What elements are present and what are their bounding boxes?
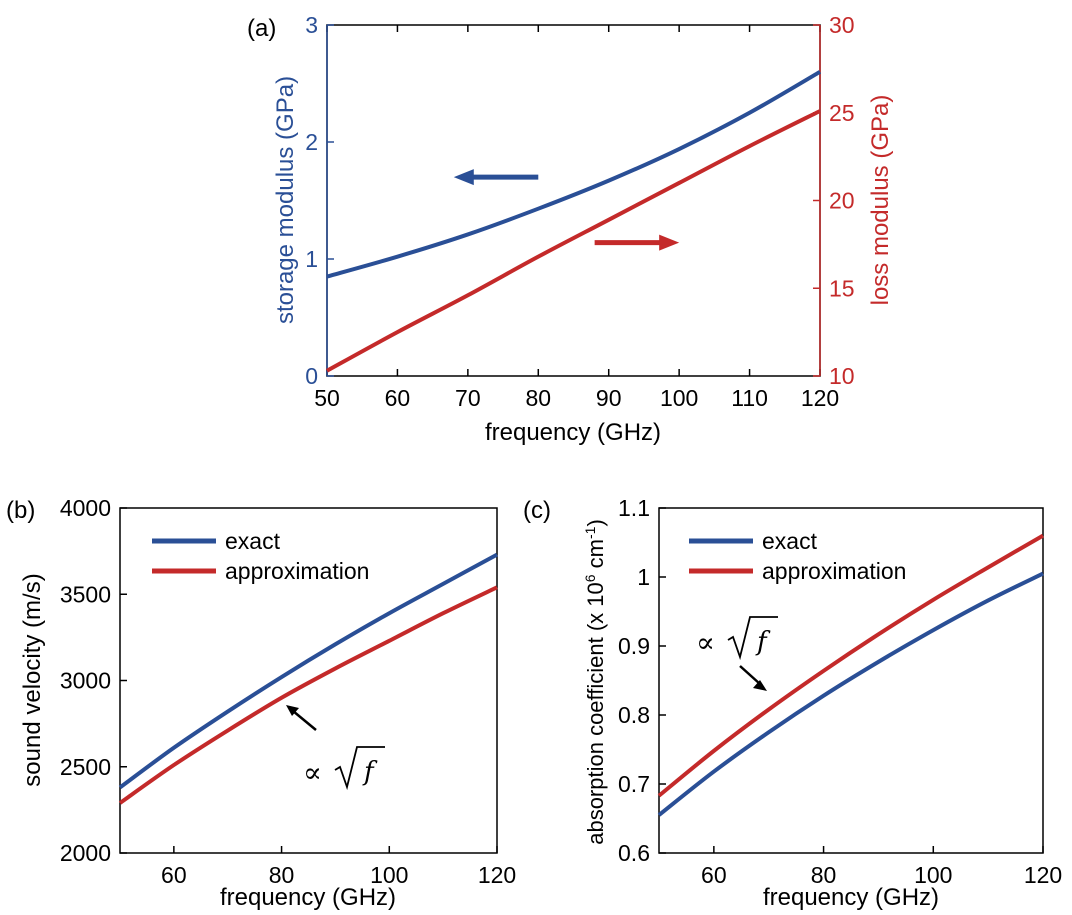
- series-line-exact-c: [657, 571, 1044, 817]
- x-tick-label: 100: [660, 385, 698, 411]
- x-tick-label: 90: [596, 385, 622, 411]
- x-tick-label: 80: [269, 862, 295, 888]
- right-y-tick-label: 20: [829, 188, 855, 214]
- sqrt-radical-b: [334, 746, 385, 791]
- legend-label-exact-b: exact: [225, 528, 281, 554]
- y-axis-label-c-sup2: -1: [582, 526, 598, 539]
- sqrt-annotation-b: ∝ f: [286, 705, 385, 791]
- x-axis-ticks-a: 50 60 70 80 90 100 110 120: [314, 25, 839, 411]
- x-axis-label-a: frequency (GHz): [485, 419, 661, 446]
- y-tick-label: 2500: [60, 754, 111, 780]
- y-tick-label: 2: [305, 129, 318, 155]
- proportional-symbol-c: ∝: [696, 626, 715, 659]
- y-axis-label-c: absorption coefficient (x 106 cm-1): [582, 519, 608, 845]
- sqrt-radical-c: [727, 616, 778, 661]
- y-tick-label: 3500: [60, 581, 111, 607]
- series-line-loss-modulus-a: [326, 109, 821, 373]
- y-tick-label: 3000: [60, 668, 111, 694]
- y-tick-label: 0.7: [618, 771, 650, 797]
- sqrt-annotation-c: ∝ f: [696, 616, 778, 691]
- right-y-tick-label: 15: [829, 275, 855, 301]
- series-group-b: [118, 552, 498, 805]
- y-tick-label: 1: [637, 564, 650, 590]
- y-tick-label: 0.8: [618, 702, 650, 728]
- proportional-symbol-b: ∝: [303, 756, 322, 789]
- legend-label-approx-b: approximation: [225, 558, 369, 584]
- y-axis-label-right-a: loss modulus (GPa): [867, 95, 894, 306]
- annotation-arrow-line-c: [739, 665, 761, 685]
- x-tick-label: 100: [370, 862, 408, 888]
- y-axis-label-c-end: ): [583, 519, 608, 526]
- y-tick-label: 4000: [60, 495, 111, 521]
- x-tick-label: 110: [731, 385, 768, 411]
- x-tick-label: 80: [811, 862, 837, 888]
- y-tick-label: 2000: [60, 840, 111, 866]
- y-axis-ticks-c: 0.6 0.7 0.8 0.9 1 1.1: [618, 495, 666, 866]
- x-tick-label: 100: [914, 862, 952, 888]
- y-tick-label: 0.9: [618, 633, 650, 659]
- right-y-tick-label: 25: [829, 100, 855, 126]
- x-tick-label: 70: [455, 385, 481, 411]
- sqrt-argument-b: f: [362, 757, 378, 787]
- x-axis-ticks-b: 60 80 100 120: [161, 846, 516, 888]
- series-line-approximation-c: [657, 533, 1045, 798]
- x-axis-label-c: frequency (GHz): [763, 884, 939, 911]
- series-line-approximation-b: [118, 585, 498, 805]
- x-tick-label: 120: [801, 385, 839, 411]
- y-axis-ticks-b: 2000 2500 3000 3500 4000: [60, 495, 127, 866]
- series-group-c: [657, 533, 1045, 817]
- y-tick-label: 1: [305, 246, 318, 272]
- arrowhead-right: [659, 234, 680, 251]
- right-y-tick-label: 30: [829, 12, 855, 38]
- sqrt-argument-c: f: [755, 627, 771, 657]
- annotation-arrow-line-b: [292, 710, 317, 731]
- y-tick-label: 1.1: [618, 495, 650, 521]
- x-tick-label: 60: [701, 862, 727, 888]
- plot-frame-a: [326, 24, 821, 377]
- legend-label-exact-c: exact: [762, 528, 818, 554]
- arrow-annotations-a: [453, 169, 680, 251]
- x-axis-ticks-c: 60 80 100 120: [701, 846, 1062, 888]
- panel-c: (c) 60 80 100 120 0.6 0.7 0.8 0.9 1 1.1 exact ap…: [523, 495, 1062, 911]
- annotation-arrowhead-c: [753, 680, 767, 691]
- legend-b: exact approximation: [152, 528, 369, 584]
- x-tick-label: 60: [385, 385, 411, 411]
- right-axis-ticks-a: 10 15 20 25 30: [813, 12, 855, 389]
- y-tick-label: 3: [305, 12, 318, 38]
- x-tick-label: 60: [161, 862, 187, 888]
- y-tick-label: 0: [305, 363, 318, 389]
- x-tick-label: 50: [314, 385, 340, 411]
- x-tick-label: 120: [1024, 862, 1062, 888]
- y-axis-label-b: sound velocity (m/s): [19, 573, 46, 786]
- series-line-storage-modulus-a: [326, 70, 822, 279]
- y-axis-label-c-mid: cm: [583, 539, 608, 574]
- x-tick-label: 80: [525, 385, 551, 411]
- series-line-exact-b: [118, 552, 498, 790]
- y-axis-label-c-main: absorption coefficient (x 10: [583, 582, 608, 845]
- series-group-a: [326, 70, 822, 373]
- y-tick-label: 0.6: [618, 840, 650, 866]
- x-tick-label: 120: [478, 862, 516, 888]
- annotation-arrowhead-b: [286, 705, 299, 716]
- y-axis-label-left-a: storage modulus (GPa): [272, 76, 299, 324]
- plot-frame-c: [658, 507, 1044, 854]
- arrowhead-left: [453, 169, 474, 186]
- x-axis-label-b: frequency (GHz): [220, 884, 396, 911]
- panel-label-c: (c): [523, 497, 551, 524]
- panel-b: (b) 60 80 100 120 2000 2500 3000 3500 4000 exac…: [6, 495, 516, 911]
- y-axis-label-c-sup: 6: [582, 574, 598, 582]
- right-y-tick-label: 10: [829, 363, 855, 389]
- legend-c: exact approximation: [689, 528, 906, 584]
- panel-label-a: (a): [247, 15, 276, 42]
- panel-label-b: (b): [6, 497, 35, 524]
- legend-label-approx-c: approximation: [762, 558, 906, 584]
- left-axis-ticks-a: 0 1 2 3: [305, 12, 334, 389]
